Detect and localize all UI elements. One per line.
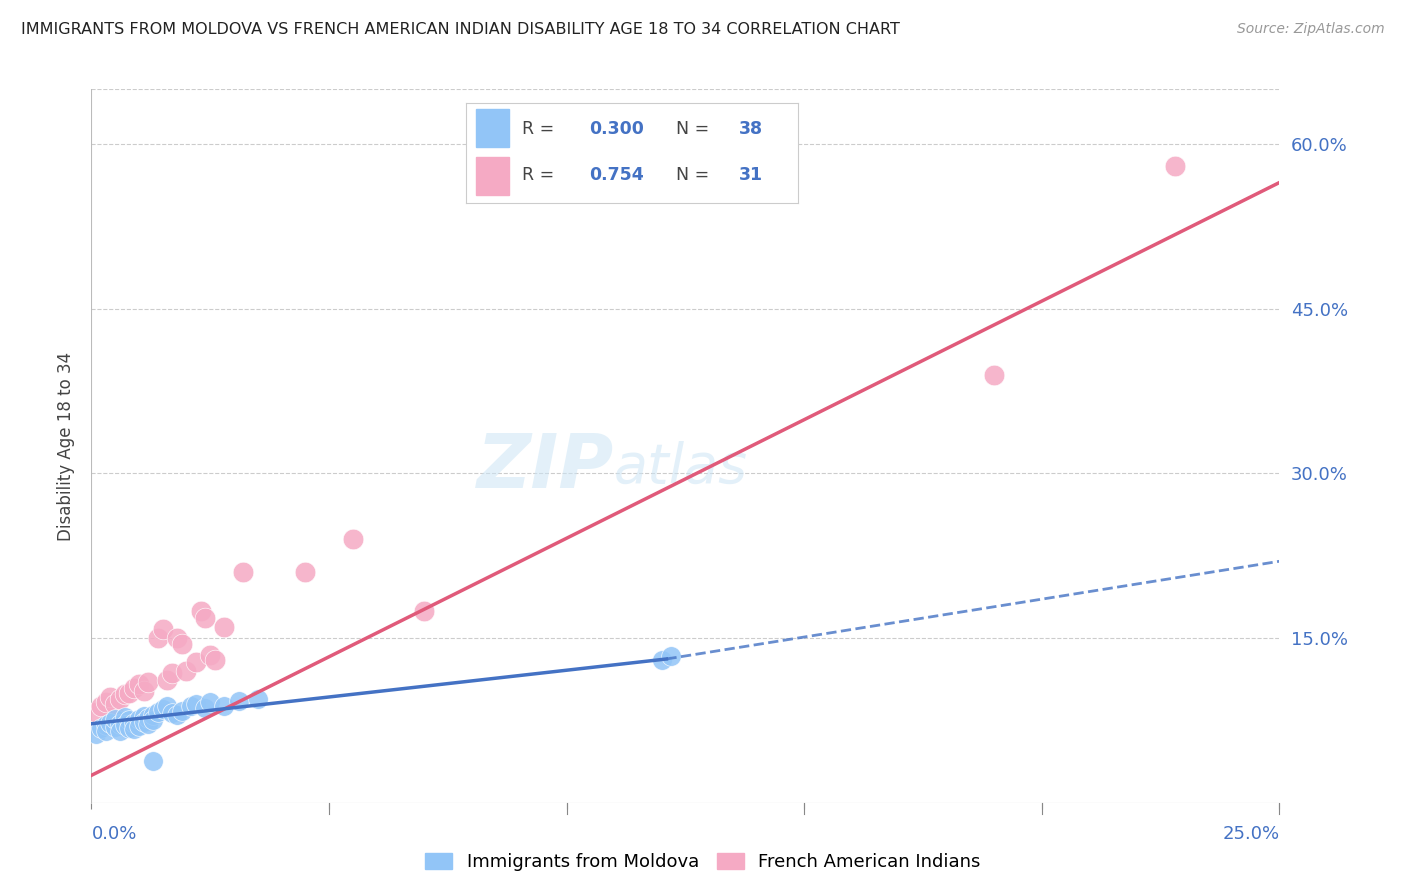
Point — [152, 702, 174, 716]
Point — [114, 710, 136, 724]
Point — [146, 705, 169, 719]
Legend: Immigrants from Moldova, French American Indians: Immigrants from Moldova, French American… — [418, 846, 988, 879]
Text: ZIP: ZIP — [477, 431, 614, 504]
Point — [108, 691, 131, 706]
Point — [118, 714, 141, 728]
Point — [104, 712, 127, 726]
Point — [983, 368, 1005, 382]
Point — [204, 653, 226, 667]
Point — [132, 683, 155, 698]
Point — [200, 695, 222, 709]
Point — [138, 711, 160, 725]
Point — [651, 653, 673, 667]
Point — [170, 637, 193, 651]
Point — [152, 623, 174, 637]
Point — [118, 721, 141, 735]
Point — [94, 724, 117, 739]
Point — [160, 706, 183, 720]
Point — [142, 754, 165, 768]
Point — [232, 566, 254, 580]
Point — [84, 726, 107, 740]
Point — [94, 718, 117, 732]
Point — [246, 691, 269, 706]
Point — [118, 686, 141, 700]
Point — [184, 697, 207, 711]
Point — [170, 704, 193, 718]
Point — [104, 720, 127, 734]
Point — [128, 719, 150, 733]
Point — [132, 709, 155, 723]
Text: 25.0%: 25.0% — [1222, 825, 1279, 843]
Point — [108, 716, 131, 731]
Point — [228, 694, 250, 708]
Text: 0.0%: 0.0% — [91, 825, 136, 843]
Point — [156, 673, 179, 687]
Point — [194, 611, 217, 625]
Point — [122, 681, 145, 695]
Point — [200, 648, 222, 662]
Point — [659, 648, 682, 663]
Point — [214, 699, 236, 714]
Point — [342, 533, 364, 547]
Point — [142, 708, 165, 723]
Y-axis label: Disability Age 18 to 34: Disability Age 18 to 34 — [58, 351, 76, 541]
Point — [1164, 159, 1187, 173]
Point — [132, 714, 155, 729]
Point — [184, 655, 207, 669]
Point — [100, 715, 122, 730]
Text: atlas: atlas — [614, 441, 748, 494]
Point — [160, 666, 183, 681]
Point — [214, 620, 236, 634]
Point — [176, 664, 198, 678]
Point — [138, 675, 160, 690]
Point — [142, 714, 165, 728]
Point — [104, 697, 127, 711]
Point — [194, 701, 217, 715]
Point — [108, 724, 131, 739]
Point — [114, 687, 136, 701]
Point — [90, 699, 112, 714]
Point — [294, 566, 316, 580]
Text: IMMIGRANTS FROM MOLDOVA VS FRENCH AMERICAN INDIAN DISABILITY AGE 18 TO 34 CORREL: IMMIGRANTS FROM MOLDOVA VS FRENCH AMERIC… — [21, 22, 900, 37]
Point — [94, 695, 117, 709]
Point — [100, 690, 122, 705]
Point — [166, 631, 188, 645]
Point — [166, 708, 188, 723]
Point — [413, 604, 436, 618]
Point — [146, 631, 169, 645]
Point — [90, 721, 112, 735]
Point — [156, 699, 179, 714]
Point — [180, 699, 202, 714]
Point — [138, 716, 160, 731]
Point — [114, 718, 136, 732]
Point — [128, 712, 150, 726]
Point — [122, 723, 145, 737]
Point — [84, 705, 107, 719]
Point — [122, 715, 145, 730]
Text: Source: ZipAtlas.com: Source: ZipAtlas.com — [1237, 22, 1385, 37]
Point — [128, 677, 150, 691]
Point — [190, 604, 212, 618]
